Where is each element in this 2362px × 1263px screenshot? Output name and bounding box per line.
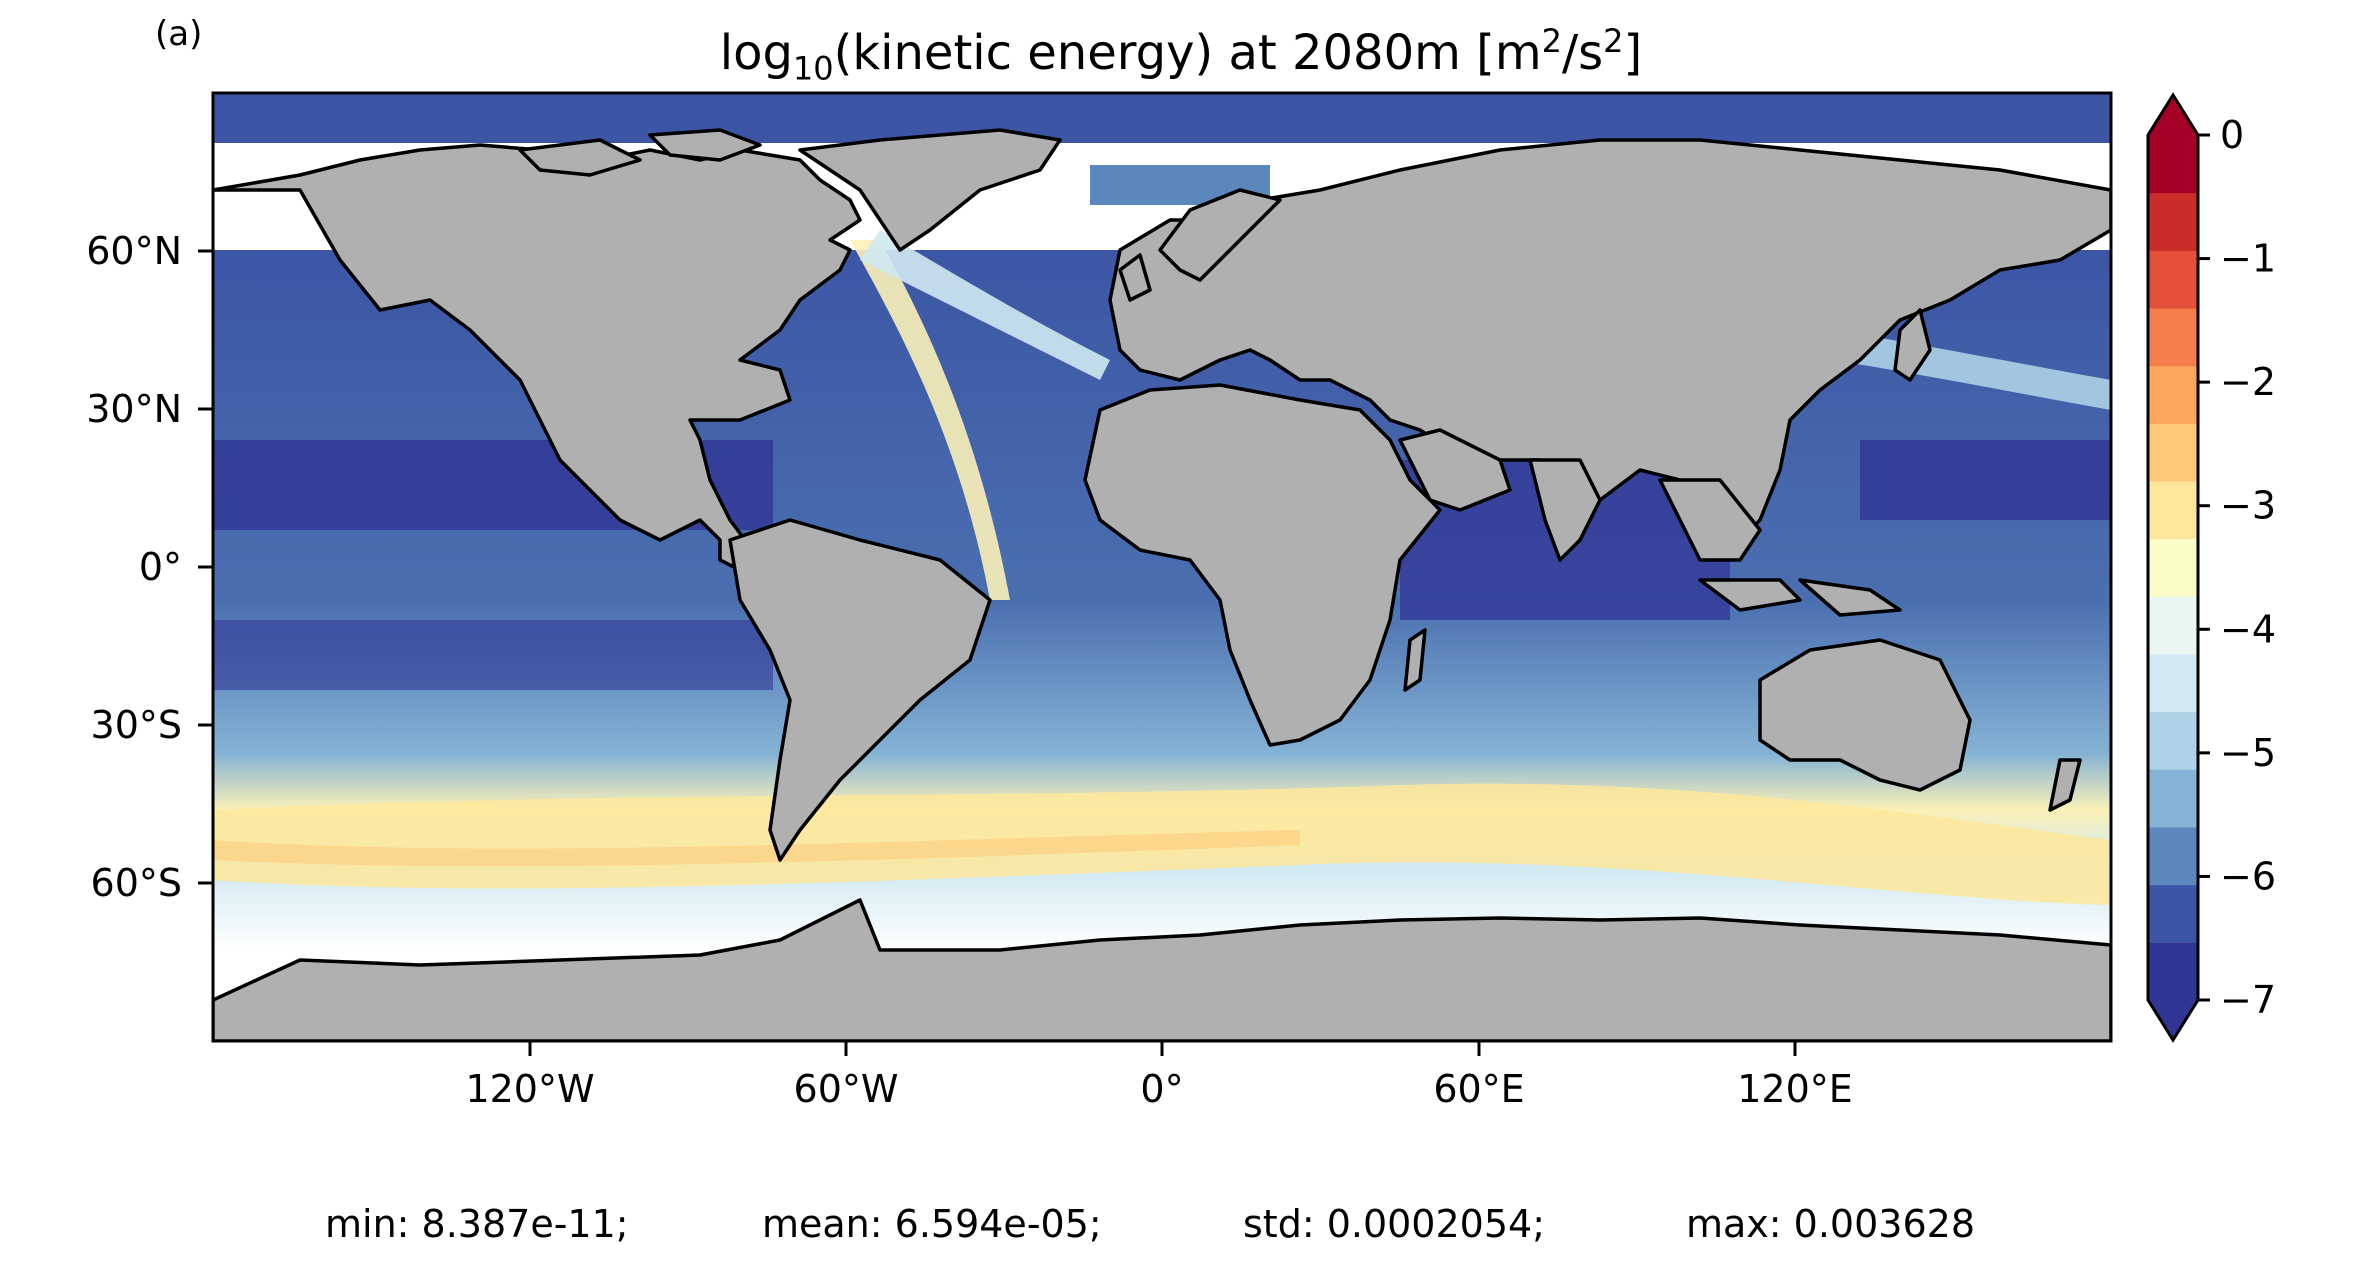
stat-mean: mean: 6.594e-05;: [762, 1202, 1102, 1246]
y-tick-label: 0°: [139, 545, 182, 589]
colorbar-segment: [2148, 192, 2198, 251]
scandinavia: [1158, 188, 1282, 282]
colorbar-tick-label: −5: [2220, 731, 2276, 775]
colorbar-segment: [2148, 250, 2198, 309]
greenland: [798, 128, 1062, 252]
colorbar-extend-min: [2148, 1000, 2198, 1040]
y-tick-label: 30°S: [91, 703, 182, 747]
arctic-band: [213, 93, 2111, 143]
colorbar-tick-label: 0: [2220, 113, 2244, 157]
colorbar-segment: [2148, 884, 2198, 943]
arabia: [1398, 428, 1512, 512]
southeast-asia: [1658, 478, 1762, 562]
y-tick-label: 60°N: [86, 229, 182, 273]
antarctica: [213, 898, 2111, 1041]
new-zealand: [2048, 758, 2082, 812]
colorbar-segment: [2148, 711, 2198, 770]
acc-core: [213, 830, 1300, 867]
colorbar-segment: [2148, 654, 2198, 713]
colorbar-segment: [2148, 423, 2198, 482]
western-boundary-current: [850, 240, 1010, 600]
colorbar-tick-label: −2: [2220, 360, 2276, 404]
x-tick-label: 120°E: [1737, 1067, 1853, 1111]
colorbar-segment: [2148, 942, 2198, 1001]
colorbar-tick-label: −3: [2220, 484, 2276, 528]
madagascar: [1403, 628, 1427, 692]
gulf-stream-extension: [860, 230, 1110, 380]
colorbar-tick-label: −7: [2220, 978, 2276, 1022]
colorbar-segment: [2148, 365, 2198, 424]
y-axis-ticks: [198, 249, 213, 885]
india: [1528, 458, 1602, 562]
colorbar: 0 −1 −2 −3 −4 −5 −6 −7: [2146, 92, 2276, 1043]
stat-std: std: 0.0002054;: [1243, 1202, 1545, 1246]
colorbar-segment: [2148, 596, 2198, 655]
colorbar-segment: [2148, 308, 2198, 367]
colorbar-tick-label: −1: [2220, 237, 2276, 281]
y-tick-label: 60°S: [91, 861, 182, 905]
panel-label: (a): [155, 14, 203, 54]
stat-min: min: 8.387e-11;: [325, 1202, 629, 1246]
x-tick-label: 60°W: [794, 1067, 899, 1111]
indonesia: [1798, 578, 1902, 617]
colorbar-tick-label: −6: [2220, 854, 2276, 898]
australia: [1758, 638, 1972, 792]
indonesia: [1698, 578, 1802, 612]
colorbar-segment: [2148, 481, 2198, 540]
x-axis-ticks: [528, 1041, 1797, 1056]
colorbar-extend-max: [2148, 95, 2198, 135]
x-tick-label: 120°W: [465, 1067, 594, 1111]
japan: [1893, 308, 1932, 382]
pacific-band: [1860, 440, 2111, 520]
africa: [1083, 383, 1442, 747]
stat-max: max: 0.003628: [1686, 1202, 1975, 1246]
colorbar-tick-label: −4: [2220, 607, 2276, 651]
colorbar-segment: [2148, 769, 2198, 828]
pacific-band: [213, 620, 773, 690]
colorbar-segment: [2148, 538, 2198, 597]
south-america: [728, 518, 992, 862]
great-britain: [1118, 253, 1152, 302]
y-tick-label: 30°N: [86, 387, 182, 431]
map-area: [213, 93, 2111, 1041]
colorbar-segment: [2148, 827, 2198, 886]
x-tick-label: 60°E: [1433, 1067, 1524, 1111]
arctic-islands: [518, 138, 642, 177]
land: [213, 128, 2111, 1041]
x-tick-label: 0°: [1140, 1067, 1183, 1111]
colorbar-segment: [2148, 135, 2198, 194]
arctic-islands: [648, 128, 762, 162]
map-title: log10(kinetic energy) at 2080m [m2/s2]: [719, 22, 1643, 88]
